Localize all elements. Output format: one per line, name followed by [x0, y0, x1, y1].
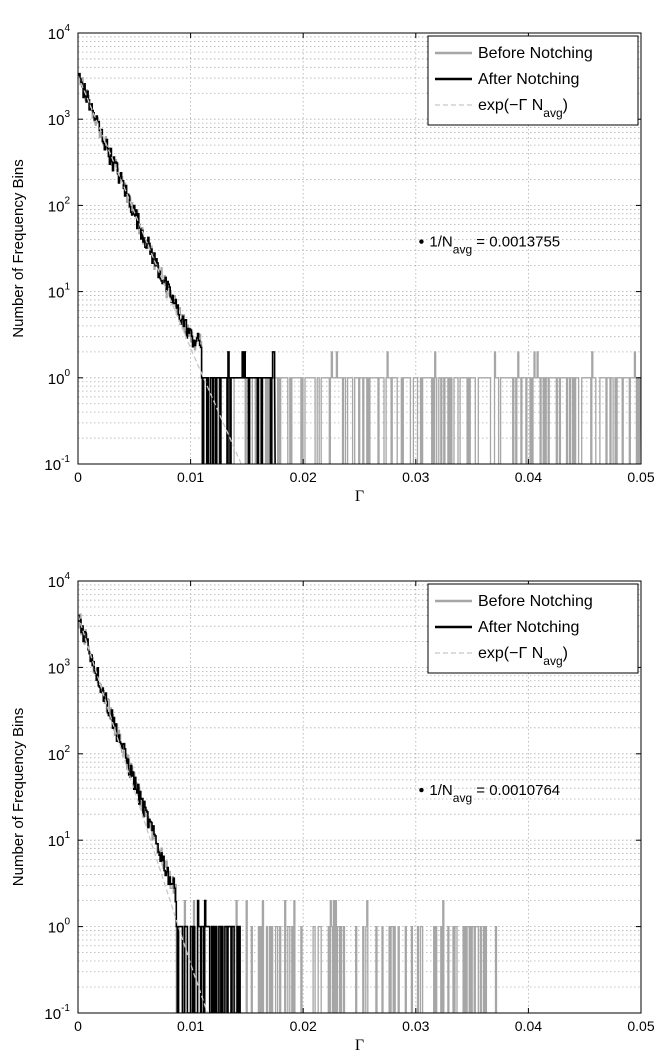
y-tick-label: 10-1: [44, 1003, 70, 1023]
annotation-text: 1/Navg = 0.0013755: [429, 234, 560, 257]
series-line-before: [78, 613, 498, 1013]
legend-before-label: Before Notching: [478, 45, 593, 62]
grid: [78, 581, 641, 1013]
x-tick-label: 0.05: [627, 469, 654, 485]
annotation-subscript: avg: [453, 791, 472, 805]
annotation-prefix: 1/N: [429, 782, 452, 799]
annotation-prefix: 1/N: [429, 234, 452, 251]
axes-box: [77, 32, 642, 465]
x-tick-label: 0.05: [627, 1018, 654, 1034]
y-tick-label: 101: [48, 282, 71, 302]
y-tick-label: 102: [48, 195, 71, 215]
x-axis-label: Γ: [355, 1037, 364, 1054]
y-tick-label: 102: [48, 744, 71, 764]
legend-fit-prefix: exp(−Γ N: [478, 97, 543, 114]
legend-after-label: After Notching: [478, 619, 579, 636]
y-tick-exponent: 3: [64, 109, 70, 120]
y-tick-label: 100: [48, 368, 71, 388]
series-line-fit: [78, 615, 209, 1013]
y-tick-base: 10: [48, 112, 65, 129]
y-tick-label: 103: [48, 657, 71, 677]
y-tick-base: 10: [48, 660, 65, 677]
y-tick-exponent: 1: [64, 830, 70, 841]
series-line-after: [78, 72, 276, 464]
series-before-notching: [78, 613, 498, 1013]
legend-fit-suffix: ): [563, 97, 568, 114]
y-tick-exponent: 1: [64, 282, 70, 293]
y-tick-exponent: 0: [64, 917, 70, 928]
x-tick-label: 0.02: [290, 1018, 317, 1034]
y-tick-base: 10: [48, 285, 65, 302]
y-tick-base: 10: [48, 26, 65, 43]
y-tick-label: 103: [48, 109, 71, 129]
legend-before-label: Before Notching: [478, 593, 593, 610]
y-axis-label: Number of Frequency Bins: [10, 159, 27, 337]
legend-box: [427, 583, 639, 674]
y-tick-label: 104: [48, 23, 71, 43]
x-tick-label: 0.04: [515, 1018, 542, 1034]
legend-fit-prefix: exp(−Γ N: [478, 645, 543, 662]
y-tick-exponent: 2: [64, 195, 70, 206]
x-axis-ticks: 0 0.01 0.02 0.03 0.04 0.05: [74, 33, 655, 485]
y-tick-label: 104: [48, 571, 71, 591]
chart-panel-1: 0 0.01 0.02 0.03 0.04 0.0510-1100101102103104…: [10, 23, 655, 505]
y-tick-base: 10: [48, 747, 65, 764]
series-before-notching: [78, 74, 641, 464]
y-tick-base: 10: [48, 371, 65, 388]
plot-area: [78, 581, 641, 1013]
y-tick-base: 10: [48, 920, 65, 937]
x-tick-label: 0.01: [177, 1018, 204, 1034]
y-tick-base: 10: [44, 1006, 61, 1023]
y-tick-base: 10: [44, 457, 61, 474]
x-tick-label: 0: [74, 469, 82, 485]
y-tick-exponent: -1: [61, 1003, 70, 1014]
chart-panel-2: 0 0.01 0.02 0.03 0.04 0.0510-1100101102103104…: [10, 571, 655, 1054]
y-tick-exponent: -1: [61, 454, 70, 465]
x-tick-label: 0.04: [515, 469, 542, 485]
x-tick-label: 0.03: [402, 1018, 429, 1034]
legend-fit-subscript: avg: [543, 106, 562, 120]
legend-fit-suffix: ): [563, 645, 568, 662]
annotation-suffix: = 0.0010764: [472, 782, 560, 799]
y-axis-label: Number of Frequency Bins: [10, 708, 27, 886]
series-line-before: [78, 74, 641, 464]
annotation-marker: [419, 239, 424, 244]
x-tick-label: 0: [74, 1018, 82, 1034]
legend-fit-label: exp(−Γ Navg): [478, 645, 568, 668]
legend: Before Notching After Notching exp(−Γ Navg…: [427, 583, 639, 674]
y-tick-label: 10-1: [44, 454, 70, 474]
series-group: [78, 72, 641, 464]
series-line-fit: [78, 75, 242, 464]
legend-fit-subscript: avg: [543, 654, 562, 668]
y-tick-base: 10: [48, 574, 65, 591]
legend-fit-label: exp(−Γ Navg): [478, 97, 568, 120]
annotation-subscript: avg: [453, 243, 472, 257]
y-tick-label: 100: [48, 917, 71, 937]
x-axis-label: Γ: [355, 488, 364, 505]
annotation-marker: [419, 787, 424, 793]
y-tick-base: 10: [48, 198, 65, 215]
y-tick-exponent: 3: [64, 657, 70, 668]
y-tick-exponent: 2: [64, 744, 70, 755]
y-tick-exponent: 4: [64, 571, 70, 582]
x-tick-label: 0.03: [402, 469, 429, 485]
y-tick-exponent: 4: [64, 23, 70, 34]
y-tick-exponent: 0: [64, 368, 70, 379]
legend-after-label: After Notching: [478, 71, 579, 88]
legend: Before Notching After Notching exp(−Γ Navg…: [427, 35, 639, 126]
legend-box: [427, 35, 639, 126]
y-tick-label: 101: [48, 830, 71, 850]
x-tick-label: 0.01: [177, 469, 204, 485]
series-after-notching: [78, 72, 276, 464]
series-group: [78, 613, 498, 1013]
y-tick-base: 10: [48, 833, 65, 850]
axes-box: [77, 580, 642, 1014]
annotation-suffix: = 0.0013755: [472, 234, 560, 251]
x-axis-ticks: 0 0.01 0.02 0.03 0.04 0.05: [74, 581, 655, 1034]
x-tick-label: 0.02: [290, 469, 317, 485]
annotation-text: 1/Navg = 0.0010764: [429, 782, 560, 805]
